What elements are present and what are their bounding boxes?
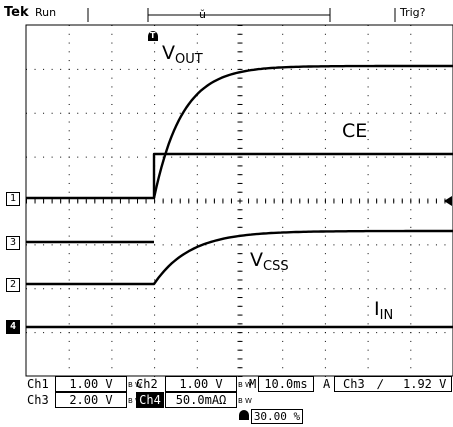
ch1-bw-mark: B W	[128, 381, 142, 389]
waveform-traces	[26, 64, 453, 329]
ch2-label: Ch2	[136, 377, 158, 391]
ch2-bw-mark: B W	[238, 381, 252, 389]
ch1-ground-marker: 1	[6, 192, 20, 206]
timebase-scale: 10.0ms	[258, 376, 314, 392]
acquisition-state: Run	[35, 6, 57, 19]
brand-label: Tek	[4, 5, 29, 20]
ch3-ground-marker: 3	[6, 236, 20, 250]
vcss-label: VCSS	[250, 249, 289, 274]
ce-trace	[152, 152, 453, 198]
trigger-position-marker: T	[148, 31, 158, 43]
ch3-scale: 2.00 V	[55, 392, 127, 408]
ch1-scale: 1.00 V	[55, 376, 127, 392]
ch3-bw-mark: B W	[128, 397, 142, 405]
trigger-status: Trig?	[400, 6, 426, 19]
vout-trace	[26, 64, 453, 200]
ch3-label: Ch3	[27, 393, 49, 407]
trigger-readout: Ch3 ∕ 1.92 V	[334, 376, 452, 392]
ch2-scale: 1.00 V	[165, 376, 237, 392]
status-bar: Tek Run Trig?	[0, 0, 453, 26]
ce-label: CE	[342, 120, 368, 142]
ch4-bw-mark: B W	[238, 397, 252, 405]
timebase-label: M	[249, 377, 257, 391]
record-center-marker: ŭ	[199, 8, 206, 21]
graticule-grid	[26, 25, 446, 377]
trigger-level-arrow	[444, 196, 452, 206]
record-view-bar	[87, 8, 396, 22]
ch4-scale: 50.0mAΩ	[165, 392, 237, 408]
ch2-ground-marker: 2	[6, 278, 20, 292]
ch4-ground-marker: 4	[6, 320, 20, 334]
ch4-label: Ch4	[136, 392, 164, 408]
trigger-mode-label: A	[323, 377, 331, 391]
vout-label: VOUT	[162, 42, 203, 67]
ch1-label: Ch1	[27, 377, 49, 391]
iin-label: IIN	[374, 298, 394, 323]
vcss-trace	[26, 229, 453, 286]
